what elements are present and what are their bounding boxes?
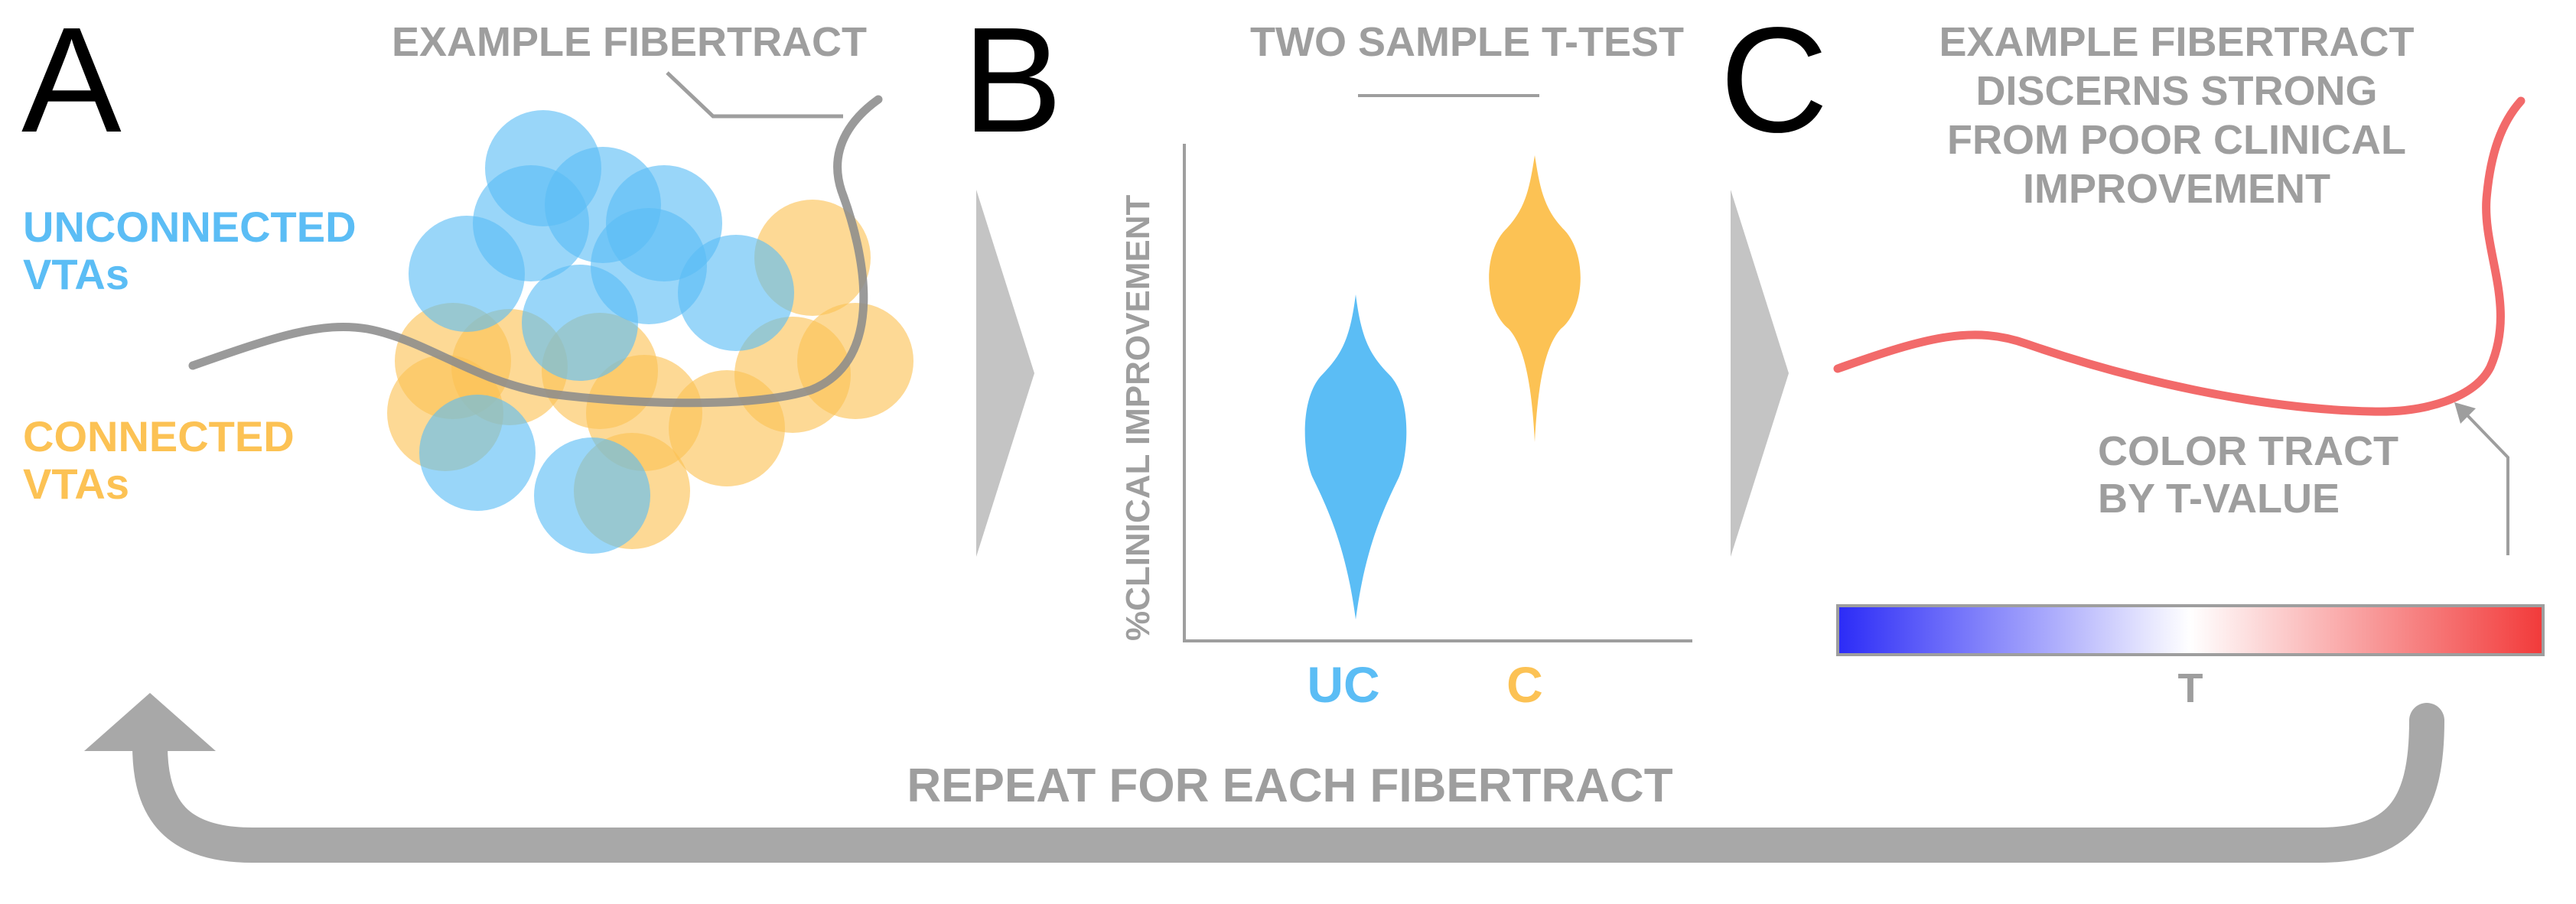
- vta-label-connected: CONNECTED VTAs: [23, 412, 295, 508]
- panel-c-title-line3: FROM POOR CLINICAL: [1947, 117, 2406, 163]
- leader-arrowhead-icon: [2454, 402, 2476, 424]
- example-fibertract-label: EXAMPLE FIBERTRACT: [392, 19, 867, 65]
- violin-c: [1489, 155, 1581, 442]
- panel-c-title-line1: EXAMPLE FIBERTRACT: [1939, 19, 2415, 65]
- unconnected-label-line2: VTAs: [23, 250, 129, 298]
- chevron-arrow-icon: [976, 190, 1034, 557]
- panel-b: B TWO SAMPLE T-TEST %CLINICAL IMPROVEMEN…: [962, 0, 1692, 713]
- vta-unconnected-circle: [409, 216, 525, 332]
- example-fibertract: [188, 95, 883, 408]
- violin-uc: [1304, 294, 1407, 619]
- color-tract-line2: BY T-VALUE: [2098, 476, 2340, 522]
- connected-label-line1: CONNECTED: [23, 412, 295, 460]
- colored-fibertract: [1833, 96, 2526, 416]
- panel-c-letter: C: [1720, 0, 1829, 164]
- vta-label-unconnected: UNCONNECTED VTAs: [23, 203, 357, 298]
- example-fibertract-leader-line: [666, 71, 843, 119]
- repeat-label: REPEAT FOR EACH FIBERTRACT: [907, 759, 1672, 812]
- color-tract-leader-line: [2464, 411, 2509, 555]
- group-label-c: C: [1506, 656, 1543, 713]
- axes: [1183, 144, 1692, 642]
- chevron-arrow-icon: [1731, 190, 1789, 557]
- y-axis-label: %CLINICAL IMPROVEMENT: [1119, 194, 1157, 641]
- color-tract-label: COLOR TRACT BY T-VALUE: [2098, 428, 2399, 522]
- unconnected-label-line1: UNCONNECTED: [23, 203, 357, 251]
- vta-unconnected-circle: [678, 235, 794, 351]
- vta-unconnected-circle: [522, 265, 638, 381]
- panel-c-title-line4: IMPROVEMENT: [2023, 166, 2330, 212]
- panel-c-title: EXAMPLE FIBERTRACT DISCERNS STRONG FROM …: [1939, 19, 2415, 212]
- connected-label-line2: VTAs: [23, 460, 129, 508]
- vta-unconnected-circle: [534, 437, 650, 554]
- vta-unconnected-circle: [419, 395, 536, 511]
- repeat-arrowhead-icon: [84, 693, 216, 751]
- color-tract-line1: COLOR TRACT: [2098, 428, 2399, 474]
- colorbar-label: T: [2178, 665, 2203, 711]
- panel-a: A EXAMPLE FIBERTRACT UNCONNECTED VTAs CO…: [21, 0, 913, 554]
- group-label-uc: UC: [1307, 656, 1379, 713]
- t-test-title: TWO SAMPLE T-TEST: [1250, 19, 1684, 65]
- repeat-loop: REPEAT FOR EACH FIBERTRACT: [84, 693, 2444, 863]
- t-value-colorbar: [1836, 604, 2545, 656]
- panel-a-letter: A: [21, 0, 122, 164]
- repeat-loop-arrow: [132, 703, 2444, 863]
- panel-b-letter: B: [962, 0, 1063, 164]
- vta-connected-circle: [734, 317, 851, 433]
- panel-c: C EXAMPLE FIBERTRACT DISCERNS STRONG FRO…: [1720, 0, 2545, 711]
- panel-c-title-line2: DISCERNS STRONG: [1975, 68, 2377, 114]
